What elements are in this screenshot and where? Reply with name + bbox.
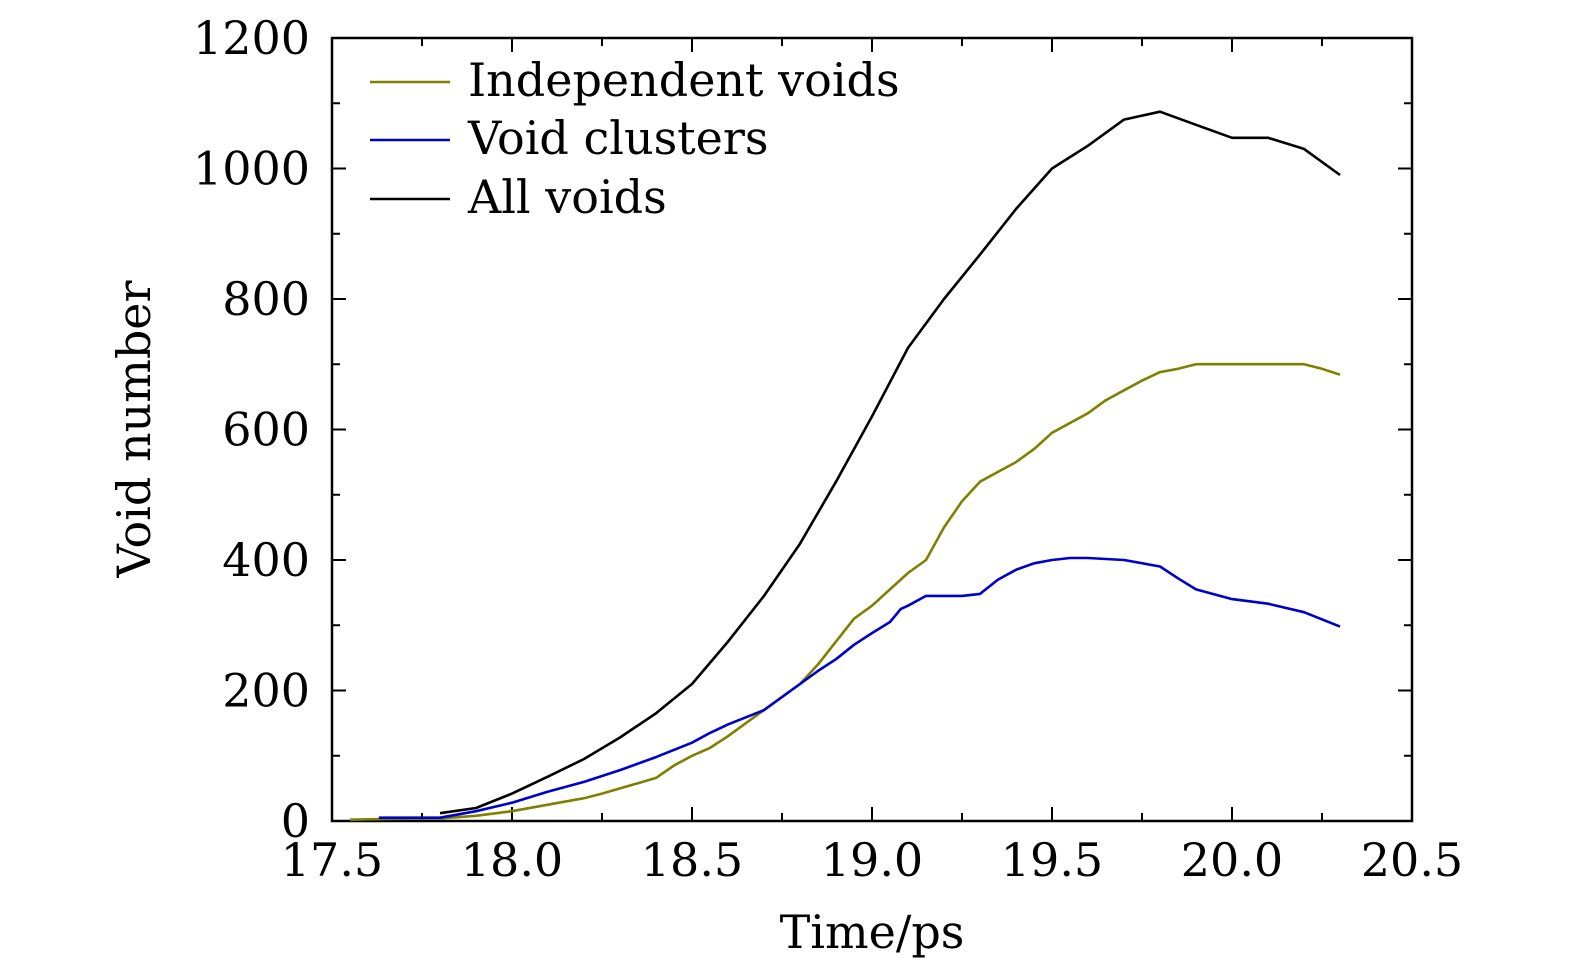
y-tick-label: 0	[281, 794, 310, 848]
y-tick-label: 800	[222, 272, 310, 326]
x-axis-title: Time/ps	[780, 905, 965, 959]
legend-label-void-clusters: Void clusters	[467, 111, 768, 165]
x-tick-label: 20.0	[1181, 833, 1283, 887]
y-axis-title: Void number	[107, 280, 161, 578]
y-tick-label: 600	[222, 403, 310, 457]
legend: Independent voids Void clusters All void…	[370, 53, 900, 224]
x-tick-label: 19.5	[1001, 833, 1103, 887]
x-tick-label: 20.5	[1361, 833, 1463, 887]
legend-label-independent-voids: Independent voids	[468, 53, 900, 107]
y-tick-label: 1000	[193, 142, 310, 196]
axis-tick-labels: 17.5 18.0 18.5 19.0 19.5 20.0 20.5 0 200 400 600 80…	[193, 11, 1463, 887]
series-line-all-voids	[439, 110, 1341, 815]
x-tick-label: 18.5	[641, 833, 743, 887]
series-lines	[349, 110, 1341, 821]
y-tick-label: 1200	[193, 11, 310, 65]
y-tick-label: 400	[222, 533, 310, 587]
x-tick-label: 17.5	[281, 833, 383, 887]
series-line-void-clusters	[378, 556, 1341, 820]
axis-ticks	[331, 37, 1413, 822]
x-tick-label: 19.0	[821, 833, 923, 887]
series-line-independent-voids	[349, 362, 1341, 821]
x-tick-label: 18.0	[461, 833, 563, 887]
y-tick-label: 200	[222, 664, 310, 718]
legend-label-all-voids: All voids	[467, 170, 667, 224]
